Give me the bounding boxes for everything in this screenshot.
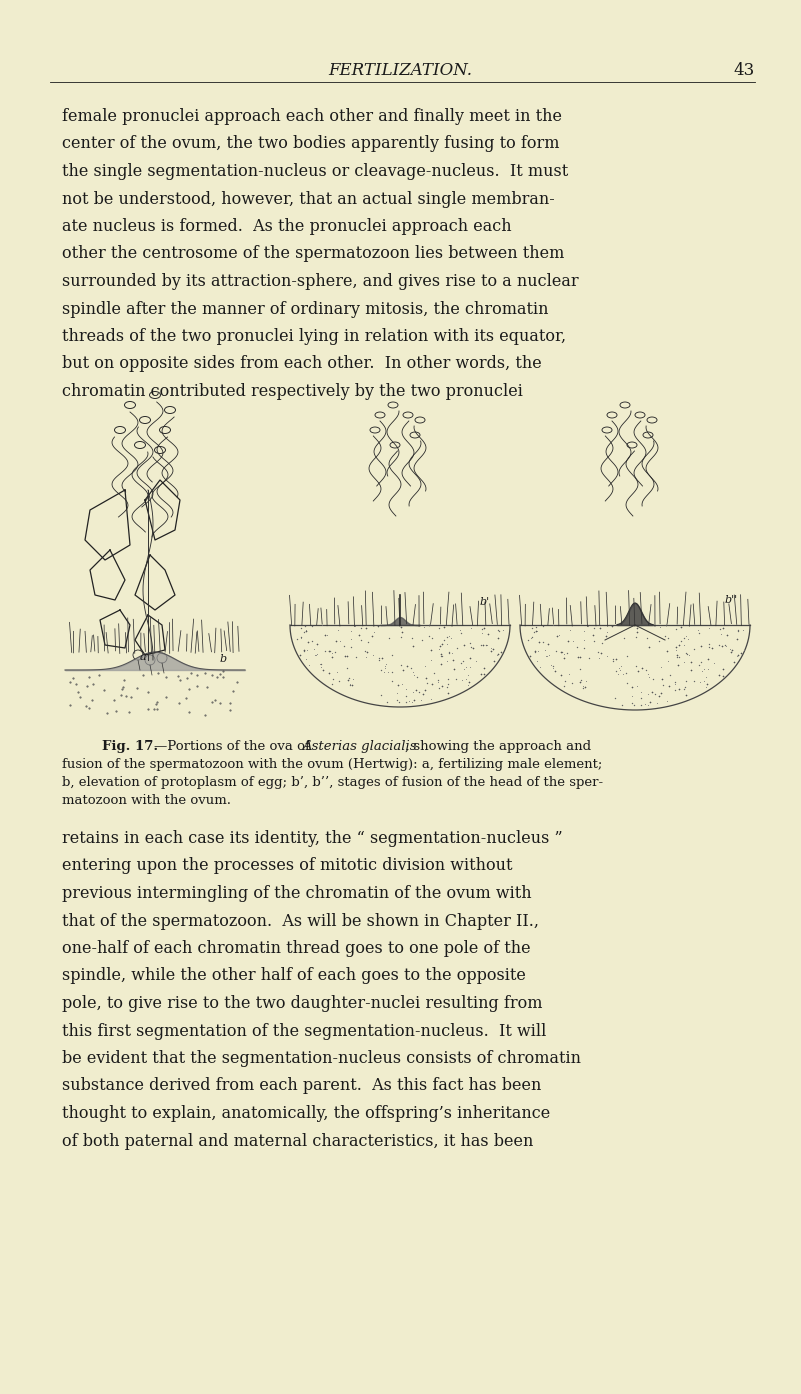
Text: not be understood, however, that an actual single membran-: not be understood, however, that an actu… bbox=[62, 191, 555, 208]
Text: of both paternal and maternal characteristics, it has been: of both paternal and maternal characteri… bbox=[62, 1132, 533, 1150]
Text: other the centrosome of the spermatozoon lies between them: other the centrosome of the spermatozoon… bbox=[62, 245, 565, 262]
Text: be evident that the segmentation-nucleus consists of chromatin: be evident that the segmentation-nucleus… bbox=[62, 1050, 581, 1066]
Text: b': b' bbox=[480, 597, 490, 606]
Text: retains in each case its identity, the “ segmentation-nucleus ”: retains in each case its identity, the “… bbox=[62, 829, 562, 848]
Text: previous intermingling of the chromatin of the ovum with: previous intermingling of the chromatin … bbox=[62, 885, 532, 902]
Text: b, elevation of protoplasm of egg; b’, b’’, stages of fusion of the head of the : b, elevation of protoplasm of egg; b’, b… bbox=[62, 776, 603, 789]
Text: b: b bbox=[220, 654, 227, 664]
Text: spindle, while the other half of each goes to the opposite: spindle, while the other half of each go… bbox=[62, 967, 526, 984]
Text: threads of the two pronuclei lying in relation with its equator,: threads of the two pronuclei lying in re… bbox=[62, 328, 566, 344]
Text: this first segmentation of the segmentation-nucleus.  It will: this first segmentation of the segmentat… bbox=[62, 1023, 546, 1040]
Text: that of the spermatozoon.  As will be shown in Chapter II.,: that of the spermatozoon. As will be sho… bbox=[62, 913, 539, 930]
Text: spindle after the manner of ordinary mitosis, the chromatin: spindle after the manner of ordinary mit… bbox=[62, 301, 549, 318]
Text: Fig. 17.: Fig. 17. bbox=[102, 740, 158, 753]
Text: female pronuclei approach each other and finally meet in the: female pronuclei approach each other and… bbox=[62, 107, 562, 125]
Text: pole, to give rise to the two daughter-nuclei resulting from: pole, to give rise to the two daughter-n… bbox=[62, 995, 542, 1012]
Text: chromatin contributed respectively by the two pronuclei: chromatin contributed respectively by th… bbox=[62, 383, 523, 400]
Text: 43: 43 bbox=[734, 61, 755, 79]
Text: entering upon the processes of mitotic division without: entering upon the processes of mitotic d… bbox=[62, 857, 513, 874]
Text: center of the ovum, the two bodies apparently fusing to form: center of the ovum, the two bodies appar… bbox=[62, 135, 560, 152]
Text: but on opposite sides from each other.  In other words, the: but on opposite sides from each other. I… bbox=[62, 355, 541, 372]
Text: —Portions of the ova of: —Portions of the ova of bbox=[154, 740, 314, 753]
Text: thought to explain, anatomically, the offspring’s inheritance: thought to explain, anatomically, the of… bbox=[62, 1105, 550, 1122]
Text: the single segmentation-nucleus or cleavage-nucleus.  It must: the single segmentation-nucleus or cleav… bbox=[62, 163, 568, 180]
Text: fusion of the spermatozoon with the ovum (Hertwig): a, fertilizing male element;: fusion of the spermatozoon with the ovum… bbox=[62, 758, 602, 771]
Text: ate nucleus is formed.  As the pronuclei approach each: ate nucleus is formed. As the pronuclei … bbox=[62, 217, 512, 236]
Text: b'': b'' bbox=[725, 595, 739, 605]
Text: Asterias glacialis: Asterias glacialis bbox=[302, 740, 417, 753]
Text: one-half of each chromatin thread goes to one pole of the: one-half of each chromatin thread goes t… bbox=[62, 940, 530, 958]
Text: a: a bbox=[140, 652, 147, 662]
Text: substance derived from each parent.  As this fact has been: substance derived from each parent. As t… bbox=[62, 1078, 541, 1094]
Text: surrounded by its attraction-sphere, and gives rise to a nuclear: surrounded by its attraction-sphere, and… bbox=[62, 273, 578, 290]
Text: matozoon with the ovum.: matozoon with the ovum. bbox=[62, 795, 231, 807]
Text: FERTILIZATION.: FERTILIZATION. bbox=[328, 61, 472, 79]
Text: , showing the approach and: , showing the approach and bbox=[405, 740, 591, 753]
